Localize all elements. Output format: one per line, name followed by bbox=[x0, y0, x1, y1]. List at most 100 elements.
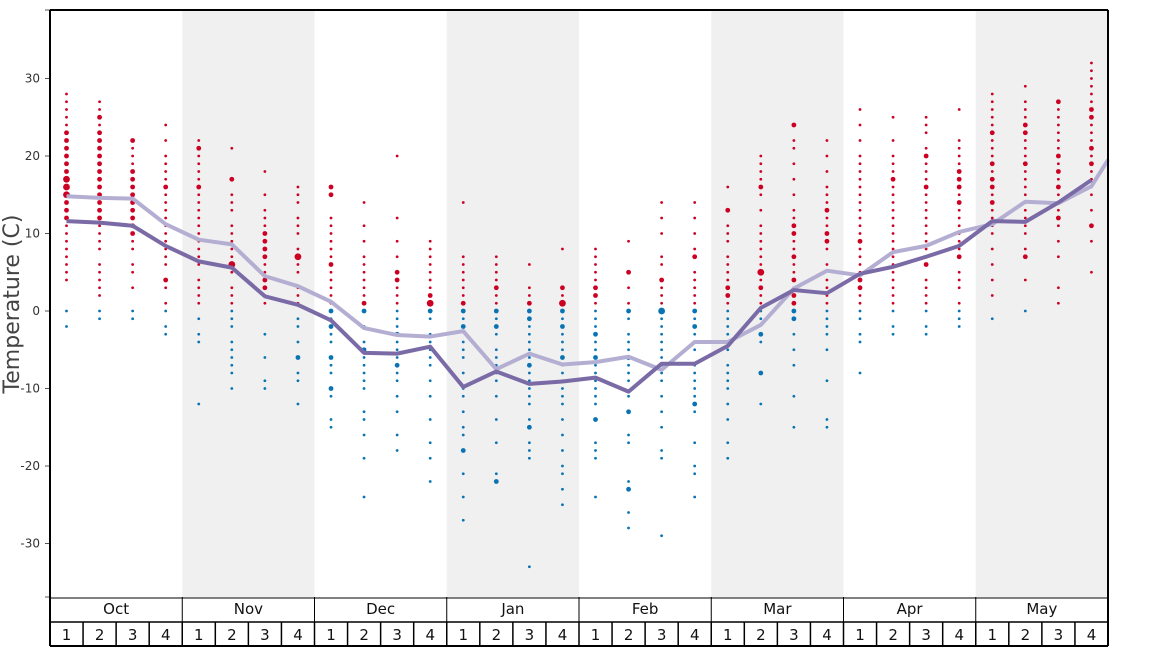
week-label: 1 bbox=[62, 626, 72, 644]
temperature-dot bbox=[362, 356, 366, 359]
temperature-dot bbox=[693, 232, 697, 235]
temperature-dot bbox=[891, 224, 895, 228]
month-band bbox=[446, 10, 579, 597]
temperature-dot bbox=[561, 402, 564, 406]
temperature-dot bbox=[98, 309, 101, 313]
temperature-dot bbox=[923, 262, 929, 267]
temperature-dot bbox=[627, 301, 630, 305]
month-label: Mar bbox=[763, 600, 792, 618]
temperature-dot bbox=[395, 340, 399, 344]
temperature-dot bbox=[97, 130, 102, 136]
temperature-dot bbox=[825, 325, 829, 328]
temperature-dot bbox=[559, 299, 566, 307]
temperature-dot bbox=[328, 184, 334, 190]
temperature-dot bbox=[726, 309, 730, 313]
temperature-dot bbox=[924, 301, 928, 305]
temperature-dot bbox=[660, 232, 664, 235]
month-label: Jan bbox=[500, 600, 524, 618]
temperature-dot bbox=[660, 340, 664, 344]
temperature-dot bbox=[461, 348, 465, 352]
temperature-dot bbox=[693, 216, 697, 220]
temperature-dot bbox=[693, 379, 697, 383]
temperature-dot bbox=[164, 325, 168, 328]
temperature-dot bbox=[1022, 130, 1028, 136]
temperature-dot bbox=[660, 456, 664, 460]
temperature-dot bbox=[329, 286, 333, 290]
temperature-dot bbox=[858, 208, 862, 212]
temperature-dot bbox=[527, 286, 531, 290]
temperature-dot bbox=[329, 224, 333, 228]
temperature-dot bbox=[857, 238, 863, 244]
temperature-dot bbox=[164, 255, 168, 259]
temperature-dot bbox=[858, 371, 862, 375]
temperature-dot bbox=[891, 325, 895, 328]
temperature-dot bbox=[660, 286, 664, 290]
temperature-dot bbox=[526, 300, 532, 306]
temperature-dot bbox=[759, 154, 763, 158]
temperature-dot bbox=[1090, 100, 1093, 104]
temperature-dot bbox=[759, 232, 763, 235]
temperature-dot bbox=[1056, 301, 1060, 305]
temperature-dot bbox=[759, 208, 763, 212]
temperature-dot bbox=[461, 255, 465, 259]
temperature-dot bbox=[65, 255, 68, 259]
temperature-dot bbox=[627, 433, 630, 437]
temperature-dot bbox=[64, 153, 69, 159]
temperature-dot bbox=[230, 270, 234, 274]
temperature-dot bbox=[825, 263, 829, 266]
temperature-dot bbox=[891, 193, 895, 197]
x-axis: Oct 1 2 3 4 Nov 1 2 3 4 Dec 1 2 3 4 Jan 1 2 3 4 Feb 1 2 3 4 Mar 1 2… bbox=[50, 597, 1108, 647]
temperature-dot bbox=[394, 277, 400, 283]
temperature-dot bbox=[527, 340, 531, 344]
temperature-dot bbox=[98, 108, 101, 111]
temperature-dot bbox=[594, 317, 597, 321]
temperature-dot bbox=[792, 332, 796, 336]
temperature-dot bbox=[693, 201, 697, 204]
temperature-dot bbox=[296, 232, 300, 235]
temperature-dot bbox=[1023, 208, 1027, 212]
temperature-dot bbox=[825, 309, 829, 313]
temperature-dot bbox=[989, 161, 995, 167]
temperature-dot bbox=[1023, 185, 1027, 189]
temperature-dot bbox=[627, 340, 630, 344]
temperature-dot bbox=[1056, 255, 1060, 259]
temperature-dot bbox=[957, 146, 961, 150]
temperature-dot bbox=[65, 309, 68, 313]
temperature-dot bbox=[461, 518, 465, 522]
temperature-dots bbox=[63, 61, 1094, 569]
temperature-dot bbox=[1056, 286, 1060, 290]
temperature-dot bbox=[858, 309, 862, 313]
temperature-dot bbox=[394, 269, 400, 275]
temperature-dot bbox=[65, 108, 68, 111]
temperature-dot bbox=[660, 534, 664, 538]
temperature-dot bbox=[230, 301, 234, 305]
temperature-dot bbox=[792, 162, 796, 166]
y-axis: -30 -20 -10 0 10 20 30 bbox=[20, 9, 50, 598]
temperature-dot bbox=[891, 301, 895, 305]
temperature-dot bbox=[1023, 224, 1027, 228]
temperature-dot bbox=[858, 255, 862, 259]
temperature-dot bbox=[561, 348, 564, 352]
temperature-dot bbox=[527, 387, 531, 390]
temperature-dot bbox=[230, 255, 234, 259]
temperature-dot bbox=[825, 216, 829, 220]
temperature-dot bbox=[263, 193, 267, 197]
temperature-dot bbox=[361, 300, 367, 306]
month-band bbox=[711, 10, 844, 597]
temperature-dot bbox=[594, 449, 597, 452]
temperature-dot bbox=[660, 379, 664, 383]
temperature-dot bbox=[97, 169, 102, 174]
temperature-dot bbox=[1056, 131, 1060, 135]
temperature-dot bbox=[561, 332, 564, 336]
month-label: Oct bbox=[103, 600, 129, 618]
temperature-dot bbox=[726, 348, 730, 352]
temperature-dot bbox=[825, 348, 829, 352]
temperature-dot bbox=[98, 294, 101, 297]
temperature-dot bbox=[197, 255, 201, 259]
temperature-dot bbox=[693, 332, 697, 336]
temperature-dot bbox=[164, 123, 168, 127]
temperature-dot bbox=[858, 294, 862, 297]
temperature-dot bbox=[990, 115, 994, 119]
temperature-dot bbox=[758, 184, 764, 190]
